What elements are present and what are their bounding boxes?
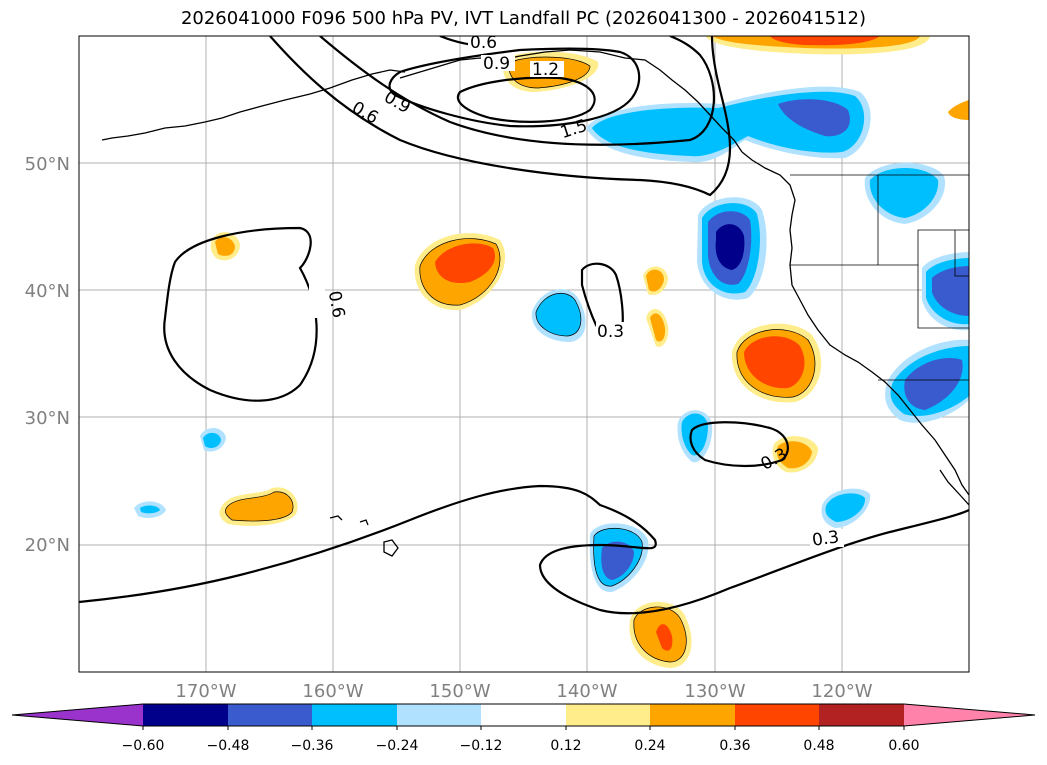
colorbar-segment	[481, 704, 566, 726]
gridlines	[79, 36, 969, 672]
lat-tick-label: 40°N	[25, 281, 70, 302]
lon-tick-label: 160°W	[302, 681, 363, 702]
lon-tick-labels: 170°W 160°W 150°W 140°W 130°W 120°W	[175, 681, 872, 702]
colorbar-tick-label: 0.60	[888, 738, 919, 754]
coastlines	[101, 49, 969, 557]
lat-tick-label: 30°N	[25, 408, 70, 429]
thin-outlines	[225, 56, 816, 663]
colorbar-segment	[566, 704, 650, 726]
colorbar-tick-label: 0.24	[634, 738, 665, 754]
contour-label: 0.9	[483, 54, 510, 74]
lat-tick-label: 50°N	[25, 154, 70, 175]
colorbar-segment	[735, 704, 819, 726]
map-frame	[78, 35, 970, 673]
lon-tick-label: 130°W	[684, 681, 745, 702]
map-title: 2026041000 F096 500 hPa PV, IVT Landfall…	[180, 8, 867, 29]
colorbar-tick-label: −0.60	[122, 738, 165, 754]
lon-tick-label: 120°W	[811, 681, 872, 702]
colorbar-extend-low	[12, 704, 143, 726]
colorbar-segment	[228, 704, 312, 726]
colorbar-extend-high	[904, 704, 1035, 726]
lon-tick-label: 140°W	[556, 681, 617, 702]
contour-label: 0.6	[470, 33, 497, 53]
colorbar-segment	[312, 704, 397, 726]
lon-tick-label: 170°W	[175, 681, 236, 702]
colorbar-segment	[819, 704, 904, 726]
colorbar-tick-label: −0.12	[460, 738, 503, 754]
lon-tick-label: 150°W	[429, 681, 490, 702]
colorbar-tick-label: −0.24	[376, 738, 419, 754]
lat-tick-label: 20°N	[25, 535, 70, 556]
colorbar-tick-label: 0.36	[719, 738, 750, 754]
contour-label: 0.3	[811, 527, 841, 551]
colorbar-tick-label: −0.48	[207, 738, 250, 754]
contour-label: 0.3	[597, 322, 624, 342]
colorbar-tick-labels: −0.60 −0.48 −0.36 −0.24 −0.12 0.12 0.24 …	[122, 738, 920, 754]
colorbar-segment	[143, 704, 228, 726]
colorbar	[11, 703, 1036, 730]
lat-tick-labels: 20°N 30°N 40°N 50°N	[25, 154, 70, 556]
borders	[790, 174, 969, 381]
colorbar-segment	[397, 704, 481, 726]
contour-label: 0.6	[324, 289, 348, 319]
colorbar-tick-label: 0.48	[803, 738, 834, 754]
colorbar-segment	[650, 704, 735, 726]
colorbar-tick-label: 0.12	[550, 738, 581, 754]
contour-label: 1.2	[532, 60, 559, 80]
colorbar-tick-label: −0.36	[291, 738, 334, 754]
